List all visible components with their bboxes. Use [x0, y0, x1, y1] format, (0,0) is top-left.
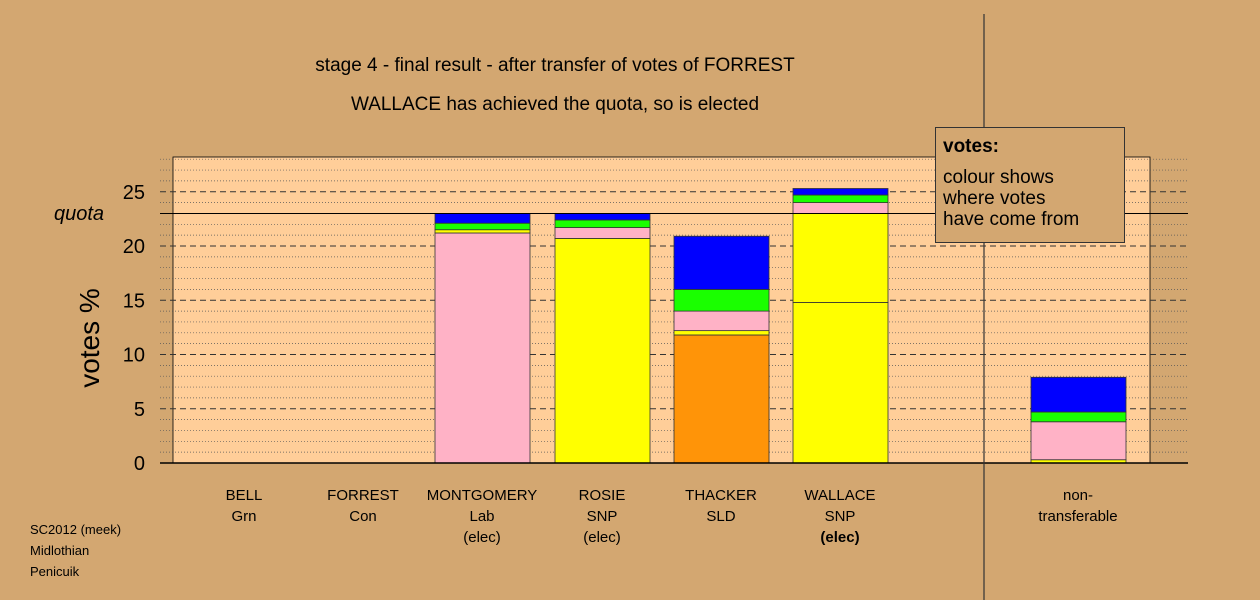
y-tick-label: 15 — [123, 290, 145, 312]
candidate-party: Lab — [469, 508, 495, 525]
bar-segment — [1030, 421, 1127, 461]
bar-segment — [434, 213, 531, 224]
candidate-name: BELL — [225, 487, 263, 504]
quota-label: quota — [54, 203, 105, 225]
bar-segment — [673, 330, 770, 336]
candidate-name: THACKER — [685, 487, 757, 504]
bar-segment — [554, 213, 651, 221]
bar-segment — [434, 232, 531, 464]
bar-segment — [673, 334, 770, 464]
candidate-label-thacker: THACKER SLD — [651, 485, 791, 527]
chart-subtitle: WALLACE has achieved the quota, so is el… — [350, 94, 760, 115]
candidate-name: ROSIE — [578, 487, 626, 504]
bar-segment — [434, 222, 531, 231]
bar-segment — [434, 229, 531, 234]
y-tick-label: 20 — [123, 236, 145, 258]
bar-segment — [792, 188, 889, 196]
bar-segment — [673, 288, 770, 312]
bar-segment — [792, 202, 889, 214]
bar-segment — [792, 194, 889, 204]
nontransferable-label-line: non- — [1062, 487, 1094, 504]
bar-segment — [554, 219, 651, 228]
candidate-status: (elec) — [463, 529, 501, 546]
bar-segment — [792, 302, 889, 464]
bar-segment — [673, 235, 770, 290]
y-tick-label: 10 — [123, 345, 145, 367]
bar-segment — [1030, 411, 1127, 423]
y-tick-label: 0 — [134, 453, 145, 475]
candidate-status: (elec) — [583, 529, 621, 546]
candidate-name: WALLACE — [804, 487, 876, 504]
candidate-name: FORREST — [327, 487, 399, 504]
candidate-party: SLD — [706, 508, 736, 525]
bar-segment — [673, 310, 770, 332]
y-tick-label: 25 — [123, 182, 145, 204]
bar-segment — [554, 238, 651, 464]
candidate-party: SNP — [586, 508, 618, 525]
footer-notes: SC2012 (meek) Midlothian Penicuik — [30, 519, 121, 582]
footer-line: Penicuik — [30, 564, 80, 579]
bar-segment — [792, 213, 889, 303]
candidate-party: SNP — [824, 508, 856, 525]
candidate-label-wallace: WALLACE SNP (elec) — [770, 485, 910, 548]
candidate-status: (elec) — [820, 529, 860, 546]
candidate-party: Grn — [231, 508, 257, 525]
footer-line: SC2012 (meek) — [30, 522, 122, 537]
candidate-label-rosie: ROSIE SNP (elec) — [532, 485, 672, 548]
legend: votes: colour shows where votes have com… — [935, 127, 1125, 243]
nontransferable-label-line: transferable — [1038, 508, 1118, 525]
candidate-label-bell: BELL Grn — [174, 485, 314, 527]
legend-line: colour shows — [943, 167, 1054, 188]
y-tick-label: 5 — [134, 399, 145, 421]
candidate-name: MONTGOMERY — [426, 487, 538, 504]
candidate-label-forrest: FORREST Con — [293, 485, 433, 527]
footer-line: Midlothian — [30, 543, 90, 558]
candidate-label-montgomery: MONTGOMERY Lab (elec) — [412, 485, 552, 548]
bar-segment — [1030, 376, 1127, 413]
y-axis-label: votes % — [74, 288, 105, 388]
legend-line: have come from — [943, 209, 1080, 230]
chart-title: stage 4 - final result - after transfer … — [315, 55, 795, 76]
bar-segment — [554, 227, 651, 239]
candidate-party: Con — [349, 508, 377, 525]
legend-line: where votes — [943, 188, 1046, 209]
nontransferable-label: non- transferable — [1008, 485, 1148, 527]
legend-title: votes: — [943, 136, 999, 157]
